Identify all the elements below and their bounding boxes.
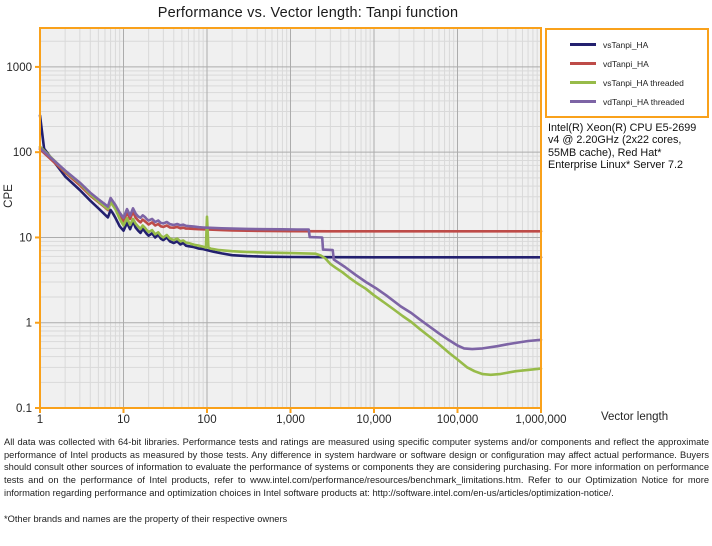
x-tick-label: 10 <box>117 414 130 426</box>
series-line-vsTanpi_HA <box>38 114 543 259</box>
legend-item: vsTanpi_HA threaded <box>570 78 703 88</box>
system-info-text: Intel(R) Xeon(R) CPU E5-2699 v4 @ 2.20GH… <box>548 122 697 171</box>
y-tick-label: 10 <box>19 232 32 244</box>
legend-item: vdTanpi_HA <box>570 59 703 69</box>
legend: vsTanpi_HA vdTanpi_HA vsTanpi_HA threade… <box>545 28 709 118</box>
x-tick-label: 1,000,000 <box>515 414 566 426</box>
legend-item: vsTanpi_HA <box>570 40 703 50</box>
legend-line-swatch <box>570 81 596 84</box>
legend-label: vsTanpi_HA <box>603 39 649 50</box>
legend-label: vsTanpi_HA threaded <box>603 77 684 88</box>
x-tick-label: 100 <box>197 414 216 426</box>
y-tick-label: 1000 <box>6 62 32 74</box>
x-tick-label: 1,000 <box>276 414 305 426</box>
footnote-text: *Other brands and names are the property… <box>4 514 288 524</box>
y-tick-label: 0.1 <box>16 403 32 415</box>
x-tick-label: 10,000 <box>356 414 391 426</box>
legend-line-swatch <box>570 100 596 103</box>
chart-title: Performance vs. Vector length: Tanpi fun… <box>157 5 459 21</box>
x-tick-label: 1 <box>37 414 43 426</box>
y-axis-title: CPE <box>3 184 15 208</box>
disclaimer-text: All data was collected with 64-bit libra… <box>4 437 709 498</box>
y-tick-label: 1 <box>26 318 32 330</box>
x-tick-label: 100,000 <box>437 414 479 426</box>
series-line-vdTanpi_HA-threaded <box>38 146 543 351</box>
y-tick-label: 100 <box>13 147 32 159</box>
legend-line-swatch <box>570 43 596 46</box>
series-line-vsTanpi_HA-threaded <box>38 145 543 377</box>
legend-label: vdTanpi_HA threaded <box>603 96 685 107</box>
legend-line-swatch <box>570 62 596 65</box>
legend-label: vdTanpi_HA <box>603 58 649 69</box>
legend-item: vdTanpi_HA threaded <box>570 97 703 107</box>
x-axis-title: Vector length <box>601 411 669 423</box>
